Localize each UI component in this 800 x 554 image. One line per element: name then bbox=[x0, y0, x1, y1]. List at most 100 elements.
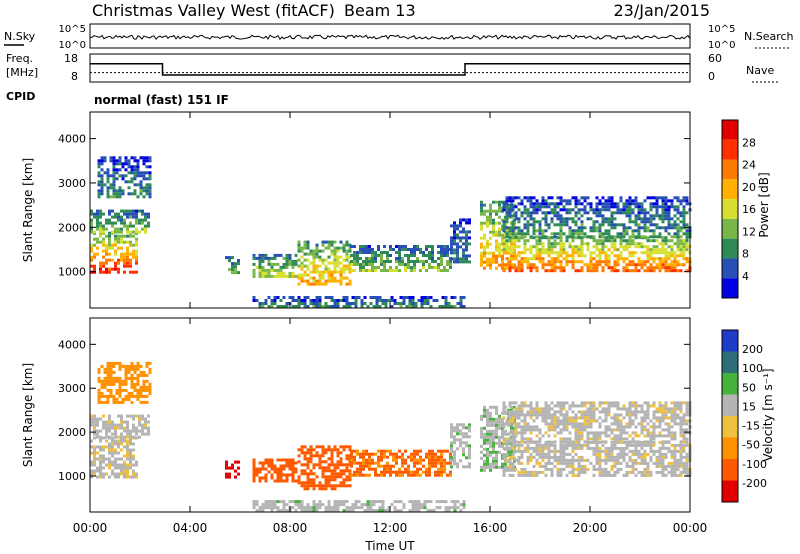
power-cell-2 bbox=[139, 180, 143, 184]
velocity-cell-8 bbox=[483, 441, 486, 445]
velocity-cell-6 bbox=[356, 470, 359, 474]
power-cell-8 bbox=[495, 221, 498, 225]
velocity-cell-2 bbox=[109, 379, 113, 383]
power-cell-4 bbox=[258, 253, 262, 257]
velocity-cell-10 bbox=[673, 431, 677, 435]
velocity-cell-11 bbox=[309, 509, 313, 513]
velocity-cell-9 bbox=[553, 452, 557, 456]
velocity-colorbar-swatch-7 bbox=[722, 480, 738, 502]
velocity-cell-8 bbox=[483, 432, 486, 436]
velocity-cell-6 bbox=[353, 455, 356, 459]
power-cell-6 bbox=[407, 266, 410, 269]
velocity-cell-9 bbox=[613, 461, 617, 465]
velocity-cell-5 bbox=[324, 475, 328, 479]
power-cell-11 bbox=[372, 296, 376, 299]
velocity-cell-9 bbox=[604, 458, 608, 462]
velocity-cell-9 bbox=[667, 449, 671, 453]
power-cell-9 bbox=[625, 245, 629, 249]
velocity-cell-5 bbox=[312, 487, 316, 491]
power-cell-10 bbox=[643, 220, 647, 224]
power-cell-10 bbox=[601, 202, 605, 206]
velocity-cell-10 bbox=[598, 401, 602, 405]
power-cell-5 bbox=[330, 270, 334, 274]
velocity-cell-11 bbox=[432, 509, 436, 513]
velocity-cell-10 bbox=[538, 410, 542, 414]
power-cell-9 bbox=[658, 248, 662, 252]
velocity-cell-10 bbox=[517, 431, 521, 435]
velocity-cell-9 bbox=[658, 470, 662, 474]
velocity-cell-6 bbox=[389, 473, 392, 477]
velocity-cell-9 bbox=[535, 452, 539, 456]
velocity-cell-10 bbox=[637, 440, 641, 444]
power-cell-1 bbox=[114, 215, 117, 219]
power-cell-0 bbox=[93, 264, 96, 268]
velocity-cell-1 bbox=[99, 435, 102, 439]
velocity-cell-0 bbox=[120, 463, 123, 467]
power-cell-10 bbox=[577, 202, 581, 206]
power-cell-5 bbox=[318, 249, 322, 253]
velocity-cell-10 bbox=[676, 401, 680, 405]
power-cell-6 bbox=[419, 251, 422, 254]
power-cell-10 bbox=[598, 211, 602, 215]
power-cell-9 bbox=[637, 260, 641, 264]
power-cell-10 bbox=[652, 223, 656, 227]
power-cell-5 bbox=[303, 279, 307, 283]
velocity-cell-8 bbox=[486, 423, 489, 427]
power-cell-9 bbox=[547, 248, 551, 252]
power-cell-10 bbox=[673, 223, 677, 227]
velocity-cell-4 bbox=[258, 476, 262, 480]
velocity-cell-5 bbox=[324, 481, 328, 485]
power-cell-5 bbox=[336, 261, 340, 265]
velocity-cell-9 bbox=[682, 443, 686, 447]
velocity-cell-10 bbox=[607, 404, 611, 408]
velocity-cell-1 bbox=[144, 417, 147, 421]
power-cell-1 bbox=[99, 227, 102, 231]
velocity-cell-2 bbox=[139, 388, 143, 392]
velocity-cell-10 bbox=[670, 401, 674, 405]
velocity-cell-6 bbox=[422, 470, 425, 474]
velocity-cell-9 bbox=[526, 455, 530, 459]
velocity-cell-8 bbox=[501, 444, 504, 448]
power-cell-5 bbox=[336, 264, 340, 268]
velocity-cell-1 bbox=[96, 435, 99, 439]
power-cell-9 bbox=[502, 263, 506, 267]
power-cell-9 bbox=[571, 248, 575, 252]
velocity-cell-10 bbox=[592, 434, 596, 438]
velocity-cell-1 bbox=[105, 420, 108, 424]
velocity-cell-10 bbox=[598, 431, 602, 435]
power-cell-9 bbox=[613, 266, 617, 270]
velocity-cell-8 bbox=[504, 465, 507, 469]
velocity-cell-10 bbox=[589, 419, 593, 423]
power-cell-1 bbox=[99, 212, 102, 216]
power-cell-9 bbox=[592, 263, 596, 267]
velocity-cell-10 bbox=[526, 410, 530, 414]
velocity-cell-10 bbox=[559, 410, 563, 414]
power-cell-2 bbox=[124, 168, 128, 172]
power-cell-6 bbox=[407, 257, 410, 260]
velocity-cell-10 bbox=[529, 416, 533, 420]
velocity-cell-10 bbox=[655, 425, 659, 429]
power-cell-0 bbox=[105, 249, 108, 253]
velocity-cell-9 bbox=[676, 467, 680, 471]
power-cell-5 bbox=[306, 282, 310, 286]
power-cell-10 bbox=[604, 220, 608, 224]
power-cell-0 bbox=[123, 234, 126, 238]
velocity-cell-10 bbox=[544, 410, 548, 414]
velocity-cell-6 bbox=[356, 467, 359, 471]
velocity-cell-8 bbox=[489, 423, 492, 427]
power-cell-10 bbox=[616, 235, 620, 239]
power-cell-10 bbox=[607, 217, 611, 221]
velocity-cell-2 bbox=[145, 394, 149, 398]
power-cell-9 bbox=[592, 245, 596, 249]
velocity-cell-9 bbox=[643, 455, 647, 459]
power-cell-2 bbox=[142, 189, 146, 193]
power-cell-6 bbox=[398, 245, 401, 248]
velocity-cell-0 bbox=[96, 466, 99, 470]
power-cell-2 bbox=[112, 192, 116, 196]
power-cell-11 bbox=[312, 305, 316, 308]
velocity-cell-10 bbox=[670, 413, 674, 417]
power-cell-9 bbox=[619, 251, 623, 255]
power-cell-9 bbox=[682, 248, 686, 252]
velocity-cell-9 bbox=[595, 452, 599, 456]
velocity-cell-9 bbox=[613, 473, 617, 477]
